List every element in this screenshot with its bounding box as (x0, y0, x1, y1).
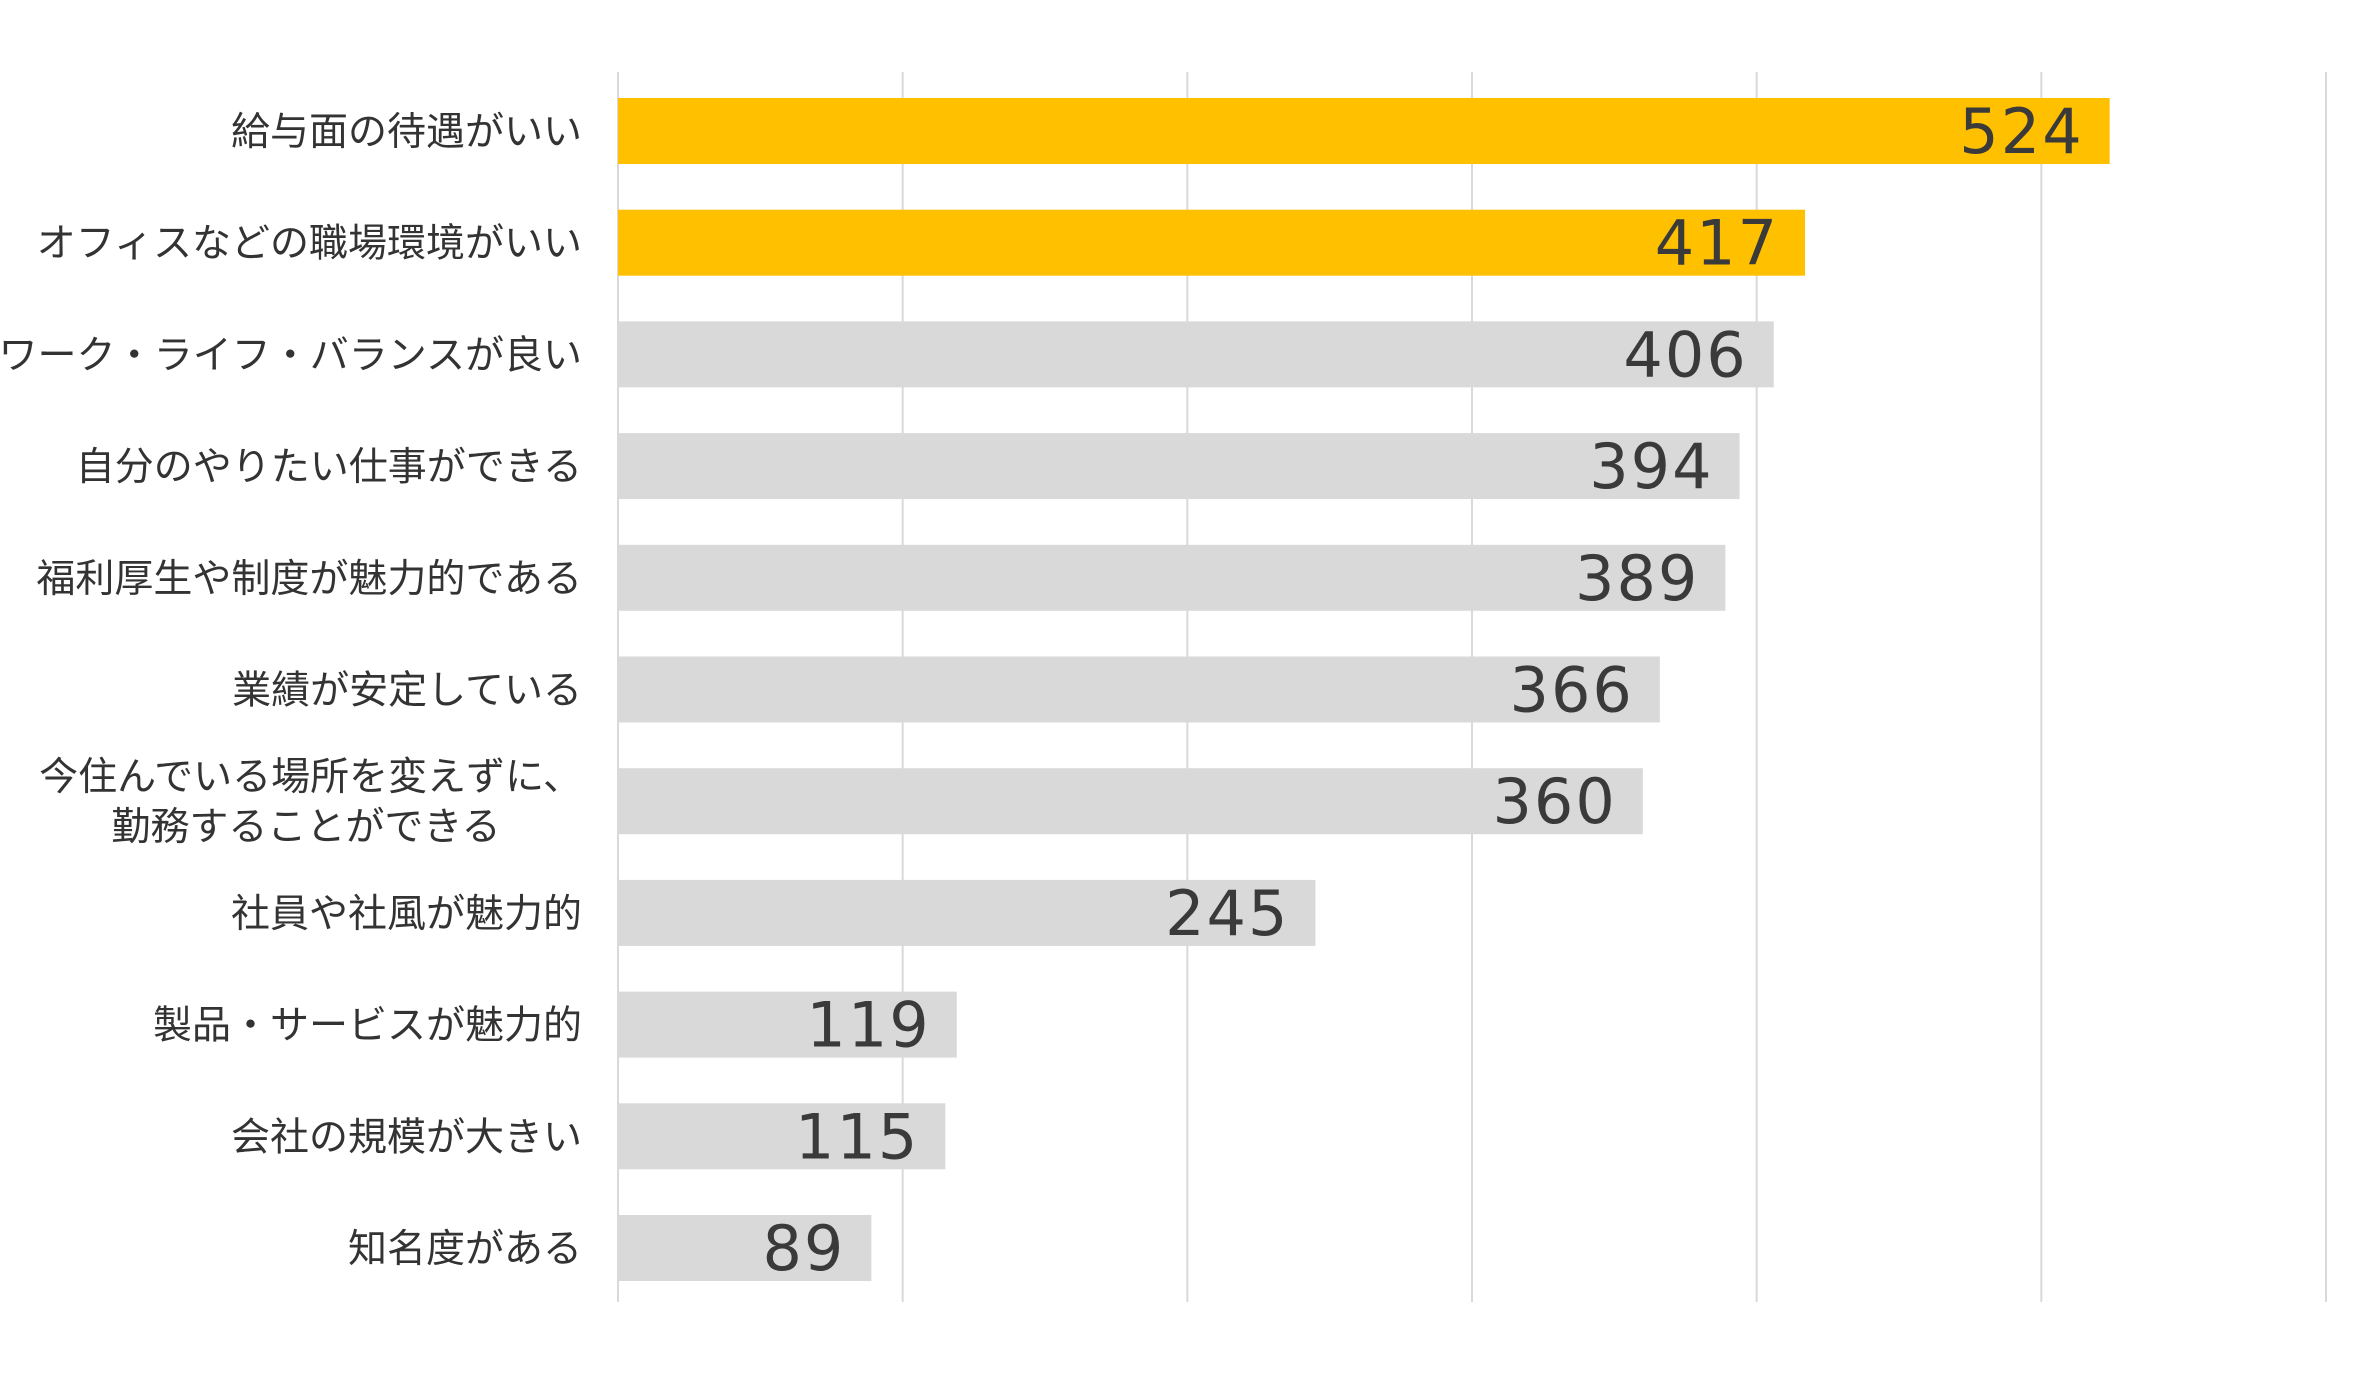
category-labels: 給与面の待遇がいいオフィスなどの職場環境がいいワーク・ライフ・バランスが良い自分… (0, 110, 582, 1272)
category-label: 今住んでいる場所を変えずに、勤務することができる (39, 755, 582, 850)
category-label: 福利厚生や制度が魅力的である (36, 557, 582, 602)
bar (618, 321, 1774, 388)
bar (618, 433, 1740, 500)
category-label: 製品・サービスが魅力的 (153, 1004, 582, 1049)
bar (618, 768, 1643, 835)
data-label: 389 (1575, 542, 1699, 615)
bar (618, 991, 957, 1058)
category-label: 給与面の待遇がいい (231, 110, 582, 155)
category-label-line: 勤務することができる (111, 805, 500, 850)
data-label: 406 (1623, 318, 1747, 391)
bars (618, 98, 2110, 1281)
bar (618, 1103, 946, 1170)
category-label: ワーク・ライフ・バランスが良い (0, 333, 582, 378)
bar (618, 209, 1806, 276)
category-label: 知名度がある (348, 1227, 582, 1272)
bar (618, 879, 1316, 946)
data-label: 115 (795, 1100, 919, 1173)
bar (618, 1215, 872, 1281)
data-label: 245 (1165, 877, 1289, 950)
data-label: 360 (1492, 765, 1616, 838)
data-label: 366 (1510, 654, 1634, 727)
data-label: 524 (1959, 95, 2083, 168)
category-label-line: 今住んでいる場所を変えずに、 (39, 755, 582, 800)
data-label: 417 (1655, 207, 1779, 280)
data-label: 394 (1589, 430, 1713, 503)
category-label: 自分のやりたい仕事ができる (76, 445, 582, 490)
bar (618, 544, 1726, 611)
bar (618, 656, 1660, 723)
category-label: 社員や社風が魅力的 (231, 892, 582, 937)
data-label: 89 (762, 1212, 845, 1285)
bar (618, 98, 2110, 164)
data-label: 119 (806, 989, 930, 1062)
data-labels: 524 417 406 394 389 366 360 245 119 115 89 (762, 95, 2083, 1285)
category-label: 会社の規模が大きい (231, 1115, 582, 1160)
category-label: 業績が安定している (232, 669, 582, 714)
category-label: オフィスなどの職場環境がいい (37, 222, 582, 267)
